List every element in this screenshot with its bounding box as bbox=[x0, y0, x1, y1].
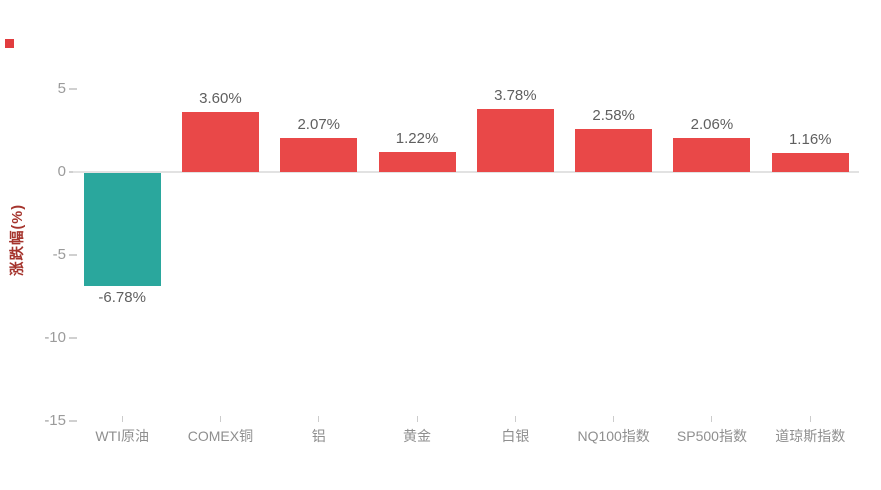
y-axis-title: 涨跌幅(%) bbox=[10, 203, 26, 277]
x-tick-mark bbox=[318, 416, 320, 422]
x-tick-mark bbox=[121, 416, 123, 422]
y-tick-mark bbox=[69, 254, 77, 256]
bar-value-label: 2.06% bbox=[690, 115, 734, 133]
bar-value-label: 2.58% bbox=[592, 107, 635, 125]
x-tick-mark bbox=[416, 416, 418, 422]
y-tick-label: 0 bbox=[57, 163, 66, 180]
bar-铝 bbox=[280, 137, 358, 172]
x-category-label: SP500指数 bbox=[676, 428, 747, 444]
red-marker-icon bbox=[5, 39, 14, 48]
bar-value-label: -6.78% bbox=[98, 288, 146, 306]
y-tick-mark bbox=[69, 88, 77, 90]
x-tick-mark bbox=[711, 416, 713, 422]
bar-SP500指数 bbox=[673, 137, 751, 172]
x-category-label: 白银 bbox=[501, 428, 530, 444]
y-tick-label: 5 bbox=[57, 80, 66, 97]
x-category-label: 铝 bbox=[311, 428, 326, 444]
bar-value-label: 1.16% bbox=[788, 130, 832, 148]
bar-NQ100指数 bbox=[575, 129, 653, 172]
y-tick-label: -15 bbox=[44, 412, 66, 429]
bar-WTI原油 bbox=[83, 173, 161, 286]
x-category-label: 道琼斯指数 bbox=[775, 428, 846, 444]
bar-黄金 bbox=[378, 151, 456, 172]
bar-value-label: 1.22% bbox=[395, 129, 439, 147]
x-tick-mark bbox=[514, 416, 516, 422]
x-category-label: WTI原油 bbox=[95, 428, 149, 444]
bar-COMEX铜 bbox=[181, 112, 259, 172]
x-tick-mark bbox=[809, 416, 811, 422]
y-tick-label: -10 bbox=[44, 329, 66, 346]
y-tick-mark bbox=[69, 337, 77, 339]
x-tick-mark bbox=[613, 416, 615, 422]
x-category-label: 黄金 bbox=[403, 428, 432, 444]
bar-value-label: 2.07% bbox=[297, 115, 341, 133]
y-tick-label: -5 bbox=[52, 246, 66, 263]
zero-axis-line bbox=[73, 171, 860, 173]
y-tick-mark bbox=[69, 420, 77, 422]
bar-value-label: 3.78% bbox=[494, 87, 537, 105]
x-category-label: COMEX铜 bbox=[187, 428, 254, 444]
x-category-label: NQ100指数 bbox=[577, 428, 650, 444]
bar-白银 bbox=[476, 109, 554, 172]
bar-value-label: 3.60% bbox=[199, 90, 242, 108]
x-tick-mark bbox=[219, 416, 221, 422]
bar-道琼斯指数 bbox=[771, 152, 849, 172]
